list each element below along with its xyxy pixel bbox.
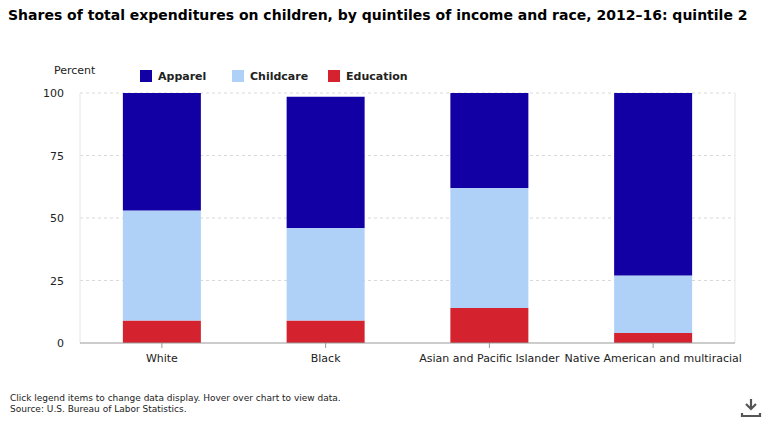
title: Shares of total expenditures on children… [8,7,748,23]
legend-swatch[interactable] [328,70,340,82]
y-axis-label: Percent [54,64,96,77]
bar-segment[interactable] [614,333,692,343]
legend-swatch[interactable] [140,70,152,82]
download-glyph [742,399,760,416]
y-tick-label: 0 [57,337,64,350]
legend-swatch[interactable] [232,70,244,82]
legend-label[interactable]: Childcare [250,70,308,83]
download-icon[interactable] [742,399,760,416]
legend-label[interactable]: Education [346,70,408,83]
bar-segment[interactable] [614,276,692,334]
legend-label[interactable]: Apparel [158,70,206,83]
bar-segment[interactable] [123,321,201,344]
axis-line [80,93,81,343]
x-tick [161,343,162,348]
x-tick-label: White [146,352,178,365]
x-tick-label: Native American and multiracial [564,352,741,365]
y-tick-label: 50 [50,212,64,225]
x-tick-label: Black [311,352,341,365]
y-tick-label: 75 [50,150,64,163]
axis-line [735,93,736,343]
bar-segment[interactable] [450,188,528,308]
x-tick [325,343,326,348]
bar-segment[interactable] [287,228,365,321]
y-tick-label: 25 [50,275,64,288]
bar-segment[interactable] [614,93,692,276]
footnote: Click legend items to change data displa… [10,393,341,403]
x-tick [489,343,490,348]
bars [123,93,692,343]
bar-segment[interactable] [287,97,365,228]
bar-segment[interactable] [287,321,365,344]
legend: Apparel Childcare Education [140,70,408,83]
bar-segment[interactable] [123,211,201,321]
bar-segment[interactable] [450,93,528,188]
x-axis-line [80,343,735,344]
x-tick-label: Asian and Pacific Islander [419,352,560,365]
x-tick [653,343,654,348]
bar-segment[interactable] [450,308,528,343]
footnote: Source: U.S. Bureau of Labor Statistics. [10,404,187,414]
y-tick-label: 100 [43,87,64,100]
bar-segment[interactable] [123,93,201,211]
